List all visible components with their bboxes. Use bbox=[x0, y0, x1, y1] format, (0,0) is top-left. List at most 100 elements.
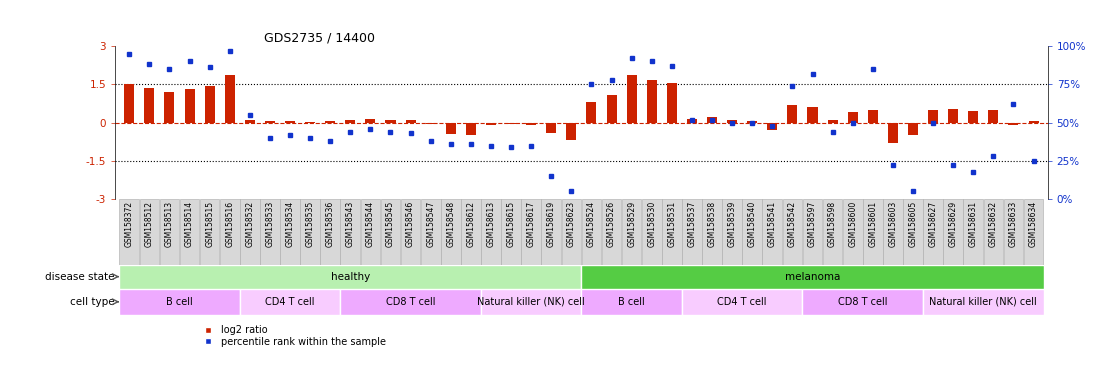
Text: GSM158547: GSM158547 bbox=[427, 201, 436, 247]
Bar bbox=[445, 122, 456, 134]
Bar bbox=[581, 289, 682, 315]
Text: GSM158627: GSM158627 bbox=[928, 201, 938, 247]
Bar bbox=[767, 122, 778, 130]
Bar bbox=[762, 199, 782, 265]
Bar bbox=[486, 122, 496, 125]
Bar bbox=[788, 105, 798, 122]
Text: GSM158541: GSM158541 bbox=[768, 201, 777, 247]
Bar bbox=[1029, 121, 1039, 122]
Bar bbox=[385, 120, 396, 122]
Bar bbox=[120, 289, 240, 315]
Bar bbox=[963, 199, 983, 265]
Bar bbox=[868, 110, 878, 122]
Bar bbox=[184, 89, 194, 122]
Text: GSM158535: GSM158535 bbox=[306, 201, 315, 247]
Bar bbox=[908, 122, 918, 135]
Bar bbox=[928, 110, 938, 122]
Bar bbox=[461, 199, 480, 265]
Text: disease state: disease state bbox=[45, 271, 114, 281]
Bar bbox=[923, 289, 1043, 315]
Bar bbox=[245, 120, 255, 122]
Bar bbox=[727, 120, 737, 122]
Bar bbox=[546, 122, 556, 133]
Bar bbox=[225, 75, 235, 122]
Bar bbox=[566, 122, 576, 141]
Text: GSM158629: GSM158629 bbox=[949, 201, 958, 247]
Bar bbox=[988, 110, 998, 122]
Bar bbox=[782, 199, 802, 265]
Text: GSM158546: GSM158546 bbox=[406, 201, 415, 247]
Bar bbox=[219, 199, 239, 265]
Bar bbox=[969, 111, 979, 122]
Bar bbox=[702, 199, 722, 265]
Bar bbox=[827, 120, 838, 122]
Bar bbox=[682, 199, 702, 265]
Bar bbox=[421, 199, 441, 265]
Bar bbox=[264, 121, 275, 122]
Text: GSM158597: GSM158597 bbox=[808, 201, 817, 247]
Text: GSM158601: GSM158601 bbox=[869, 201, 878, 247]
Text: B cell: B cell bbox=[619, 297, 645, 307]
Text: Natural killer (NK) cell: Natural killer (NK) cell bbox=[929, 297, 1037, 307]
Bar bbox=[667, 83, 677, 122]
Text: GSM158512: GSM158512 bbox=[145, 201, 154, 247]
Text: GSM158613: GSM158613 bbox=[486, 201, 496, 247]
Bar bbox=[807, 107, 817, 122]
Text: GSM158544: GSM158544 bbox=[366, 201, 375, 247]
Bar bbox=[527, 122, 536, 124]
Text: GSM158538: GSM158538 bbox=[708, 201, 716, 247]
Text: GSM158543: GSM158543 bbox=[346, 201, 354, 247]
Text: GSM158545: GSM158545 bbox=[386, 201, 395, 247]
Text: GSM158598: GSM158598 bbox=[828, 201, 837, 247]
Legend: log2 ratio, percentile rank within the sample: log2 ratio, percentile rank within the s… bbox=[194, 321, 389, 351]
Bar bbox=[1008, 122, 1018, 125]
Bar bbox=[706, 118, 717, 122]
Bar bbox=[260, 199, 280, 265]
Text: healthy: healthy bbox=[330, 271, 370, 281]
Bar bbox=[240, 289, 340, 315]
Text: GSM158534: GSM158534 bbox=[285, 201, 294, 247]
Text: GSM158540: GSM158540 bbox=[748, 201, 757, 247]
Bar bbox=[205, 86, 215, 122]
Bar bbox=[365, 119, 375, 122]
Text: CD8 T cell: CD8 T cell bbox=[838, 297, 887, 307]
Bar bbox=[346, 119, 355, 122]
Text: GSM158537: GSM158537 bbox=[688, 201, 697, 247]
Bar bbox=[647, 81, 657, 122]
Text: GSM158513: GSM158513 bbox=[165, 201, 174, 247]
Text: GSM158539: GSM158539 bbox=[727, 201, 736, 247]
Bar bbox=[301, 199, 320, 265]
Text: GSM158619: GSM158619 bbox=[546, 201, 556, 247]
Text: GSM158515: GSM158515 bbox=[205, 201, 214, 247]
Bar bbox=[803, 289, 923, 315]
Text: GSM158600: GSM158600 bbox=[848, 201, 857, 247]
Bar bbox=[506, 122, 516, 124]
Bar bbox=[120, 199, 139, 265]
Bar bbox=[887, 122, 898, 143]
Bar bbox=[661, 199, 681, 265]
Bar bbox=[842, 199, 862, 265]
Bar bbox=[948, 109, 958, 122]
Text: GSM158603: GSM158603 bbox=[889, 201, 897, 247]
Text: GSM158533: GSM158533 bbox=[265, 201, 274, 247]
Bar bbox=[607, 94, 617, 122]
Bar bbox=[848, 113, 858, 122]
Bar bbox=[280, 199, 299, 265]
Bar bbox=[466, 122, 476, 135]
Bar bbox=[863, 199, 883, 265]
Bar bbox=[747, 121, 757, 122]
Text: GSM158516: GSM158516 bbox=[225, 201, 235, 247]
Bar bbox=[602, 199, 621, 265]
Bar bbox=[340, 199, 360, 265]
Bar bbox=[1004, 199, 1024, 265]
Text: GSM158612: GSM158612 bbox=[466, 201, 475, 247]
Bar bbox=[1024, 199, 1043, 265]
Bar bbox=[943, 199, 963, 265]
Bar bbox=[626, 75, 636, 122]
Text: GSM158529: GSM158529 bbox=[627, 201, 636, 247]
Text: GSM158526: GSM158526 bbox=[607, 201, 617, 247]
Bar bbox=[480, 289, 581, 315]
Bar bbox=[124, 84, 134, 122]
Text: GSM158542: GSM158542 bbox=[788, 201, 796, 247]
Bar bbox=[521, 199, 541, 265]
